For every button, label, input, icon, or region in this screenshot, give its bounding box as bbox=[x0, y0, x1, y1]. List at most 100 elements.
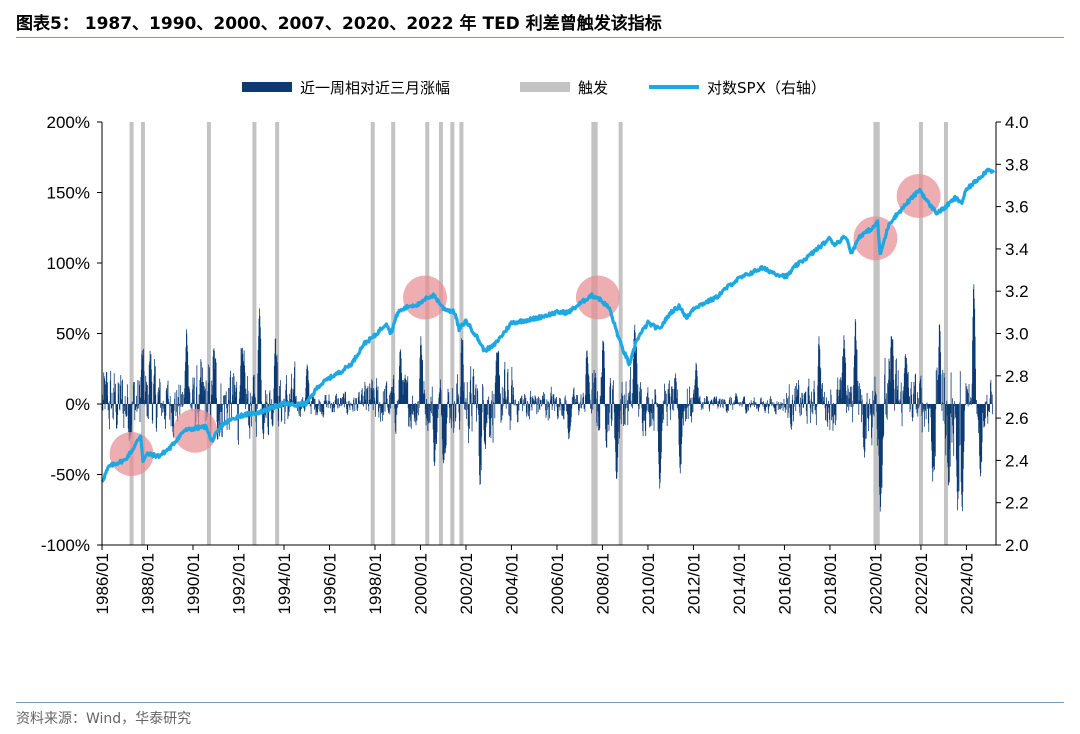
weekly-change-bar bbox=[240, 347, 242, 404]
weekly-change-bar bbox=[949, 404, 951, 467]
trigger-band bbox=[459, 122, 464, 545]
weekly-change-bar bbox=[524, 393, 525, 404]
weekly-change-bar bbox=[398, 379, 400, 404]
weekly-change-bar bbox=[230, 370, 231, 404]
weekly-change-bar bbox=[312, 394, 314, 404]
weekly-change-bar bbox=[759, 404, 761, 406]
weekly-change-bar bbox=[516, 404, 518, 415]
weekly-change-bar bbox=[640, 395, 642, 404]
weekly-change-bar bbox=[686, 404, 687, 420]
weekly-change-bar bbox=[343, 393, 344, 404]
weekly-change-bar bbox=[279, 385, 280, 404]
weekly-change-bar bbox=[992, 404, 994, 415]
trigger-band bbox=[875, 122, 880, 545]
weekly-change-bar bbox=[833, 404, 835, 424]
weekly-change-bar bbox=[322, 404, 323, 412]
weekly-change-bar bbox=[438, 397, 440, 404]
weekly-change-bar bbox=[642, 404, 644, 437]
weekly-change-bar bbox=[690, 398, 692, 404]
weekly-change-bar bbox=[666, 404, 668, 426]
weekly-change-bar bbox=[573, 387, 575, 404]
weekly-change-bar bbox=[727, 404, 728, 410]
weekly-change-bar bbox=[580, 394, 582, 404]
weekly-change-bar bbox=[289, 399, 291, 404]
weekly-change-bar bbox=[467, 404, 469, 410]
weekly-change-bar bbox=[486, 399, 488, 404]
weekly-change-bar bbox=[327, 404, 329, 408]
weekly-change-bar bbox=[319, 401, 321, 404]
weekly-change-bar bbox=[854, 336, 856, 404]
weekly-change-bar bbox=[969, 404, 970, 405]
weekly-change-bar bbox=[818, 336, 820, 404]
weekly-change-bar bbox=[608, 404, 609, 407]
weekly-change-bar bbox=[984, 404, 986, 426]
weekly-change-bar bbox=[592, 403, 594, 405]
weekly-change-bar bbox=[635, 353, 637, 404]
weekly-change-bar bbox=[484, 404, 486, 445]
weekly-change-bar bbox=[559, 404, 561, 411]
weekly-change-bar bbox=[553, 396, 554, 404]
weekly-change-bar bbox=[777, 404, 779, 410]
weekly-change-bar bbox=[671, 386, 673, 404]
weekly-change-bar bbox=[589, 394, 591, 404]
weekly-change-bar bbox=[733, 402, 735, 404]
weekly-change-bar bbox=[329, 401, 331, 404]
weekly-change-bar bbox=[853, 385, 854, 404]
weekly-change-bar bbox=[719, 400, 721, 404]
weekly-change-bar bbox=[836, 403, 837, 404]
weekly-change-bar bbox=[157, 402, 158, 404]
weekly-change-bar bbox=[768, 403, 770, 405]
weekly-change-bar bbox=[260, 338, 262, 404]
weekly-change-bar bbox=[654, 389, 656, 404]
weekly-change-bar bbox=[686, 404, 688, 408]
weekly-change-bar bbox=[447, 388, 449, 404]
weekly-change-bar bbox=[313, 398, 315, 404]
weekly-change-bar bbox=[400, 351, 402, 404]
weekly-change-bar bbox=[313, 397, 315, 404]
right-tick-label: 2.6 bbox=[1005, 409, 1029, 428]
weekly-change-bar bbox=[673, 404, 675, 411]
weekly-change-bar bbox=[423, 389, 425, 404]
weekly-change-bar bbox=[264, 404, 266, 423]
weekly-change-bar bbox=[843, 335, 845, 404]
weekly-change-bar bbox=[318, 399, 320, 404]
weekly-change-bar bbox=[695, 362, 697, 404]
weekly-change-bar bbox=[837, 402, 839, 404]
weekly-change-bar bbox=[836, 389, 838, 404]
highlight-circle bbox=[853, 216, 898, 261]
weekly-change-bar bbox=[423, 394, 424, 404]
weekly-change-bar bbox=[671, 386, 672, 404]
weekly-change-bar bbox=[888, 358, 890, 404]
weekly-change-bar bbox=[815, 404, 816, 410]
weekly-change-bar bbox=[701, 404, 703, 405]
weekly-change-bar bbox=[420, 336, 422, 404]
weekly-change-bar bbox=[336, 393, 337, 404]
weekly-change-bar bbox=[497, 350, 499, 404]
weekly-change-bar bbox=[585, 374, 587, 404]
weekly-change-bar bbox=[217, 404, 219, 433]
weekly-change-bar bbox=[337, 403, 339, 404]
weekly-change-bar bbox=[616, 404, 618, 473]
weekly-change-bar bbox=[888, 361, 890, 404]
weekly-change-bar bbox=[570, 404, 571, 427]
weekly-change-bar bbox=[116, 404, 118, 425]
weekly-change-bar bbox=[970, 404, 972, 406]
weekly-change-bar bbox=[500, 404, 502, 423]
weekly-change-bar bbox=[740, 401, 742, 404]
weekly-change-bar bbox=[960, 404, 962, 482]
weekly-change-bar bbox=[411, 404, 413, 414]
weekly-change-bar bbox=[277, 404, 279, 421]
weekly-change-bar bbox=[825, 404, 826, 420]
weekly-change-bar bbox=[149, 361, 151, 404]
weekly-change-bar bbox=[916, 404, 917, 407]
weekly-change-bar bbox=[269, 390, 271, 404]
weekly-change-bar bbox=[831, 404, 833, 421]
weekly-change-bar bbox=[364, 391, 365, 404]
weekly-change-bar bbox=[305, 387, 307, 404]
weekly-change-bar bbox=[941, 404, 942, 405]
weekly-change-bar bbox=[772, 403, 773, 405]
weekly-change-bar bbox=[916, 404, 918, 414]
weekly-change-bar bbox=[863, 404, 864, 448]
weekly-change-bar bbox=[133, 385, 135, 404]
weekly-change-bar bbox=[796, 395, 798, 404]
